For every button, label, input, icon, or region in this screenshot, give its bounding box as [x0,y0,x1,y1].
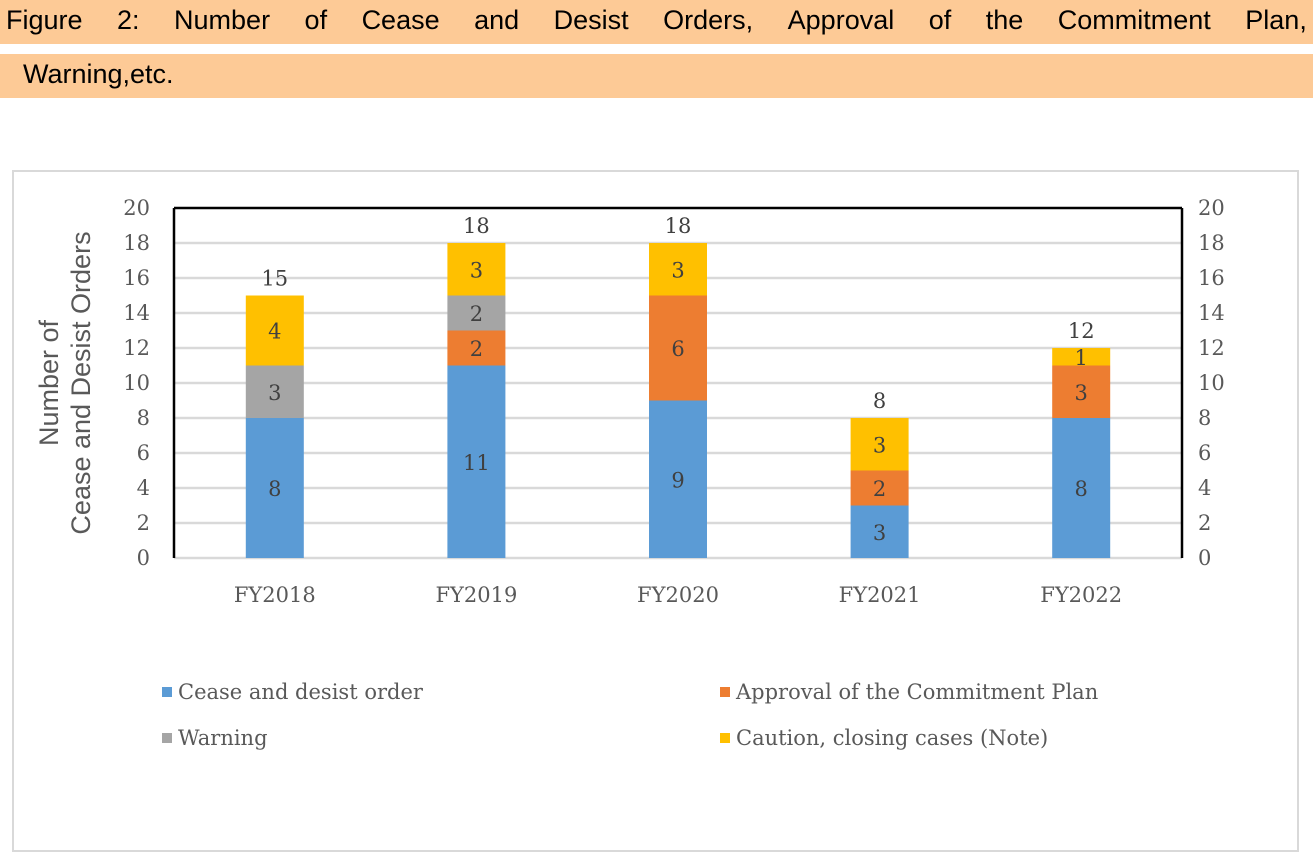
segment-value-label: 8 [1075,477,1088,501]
bar-segment [245,365,304,418]
bar-segment [447,243,506,296]
caption-word: of [304,5,328,35]
legend-swatch [162,687,172,697]
x-category-label: FY2019 [435,583,517,607]
y-tick-label-left: 8 [137,406,150,430]
bar-segment [649,243,707,296]
figure-caption-line-2: Warning,etc. [0,54,1313,98]
total-value-label: 15 [261,267,288,291]
y-tick-label-left: 0 [137,546,150,570]
bar-segment [850,470,909,506]
total-value-label: 18 [665,214,692,238]
segment-value-label: 3 [268,381,281,405]
caption-word: Commitment [1057,5,1211,35]
caption-word: Orders, [663,5,754,35]
y-axis-title: Number of [34,319,64,446]
y-tick-label-right: 4 [1198,476,1211,500]
y-tick-label-left: 4 [137,476,150,500]
legend-item: Caution, closing cases (Note) [720,726,1048,750]
y-axis-title: Cease and Desist Orders [66,231,96,534]
caption-word: of [928,5,952,35]
x-category-label: FY2022 [1040,583,1122,607]
legend-swatch [720,687,730,697]
bar-segment [1052,418,1111,558]
bar-segment [1052,365,1111,418]
segment-value-label: 3 [873,521,886,545]
bar-segment [850,505,909,558]
caption-word: the [985,5,1024,35]
caption-word: Cease [361,5,440,35]
legend-swatch [720,733,730,743]
segment-value-label: 1 [1075,346,1088,370]
caption-word: Plan, [1245,5,1307,35]
legend-label: Caution, closing cases (Note) [736,726,1049,750]
bar-segment [649,295,707,401]
y-tick-label-left: 10 [123,371,150,395]
segment-value-label: 11 [463,451,490,475]
total-value-label: 8 [873,389,886,413]
x-category-label: FY2020 [637,583,719,607]
y-tick-label-left: 12 [123,336,150,360]
y-tick-label-right: 16 [1198,266,1225,290]
caption-word: 2: [117,5,140,35]
segment-value-label: 4 [268,320,281,344]
y-tick-label-right: 18 [1198,231,1225,255]
y-tick-label-right: 6 [1198,441,1211,465]
bar-segment [850,418,909,471]
legend-item: Cease and desist order [162,680,423,704]
bar-segment [1052,348,1111,366]
bar-segment [649,400,707,558]
y-tick-label-left: 16 [123,266,150,290]
bar-segment [245,295,304,366]
segment-value-label: 9 [671,468,684,492]
y-tick-label-right: 0 [1198,546,1211,570]
caption-word: Desist [553,5,629,35]
bar-segment [447,365,506,558]
y-tick-label-right: 10 [1198,371,1225,395]
segment-value-label: 3 [470,258,483,282]
legend-swatch [162,733,172,743]
caption-word: Approval [787,5,895,35]
y-tick-label-left: 2 [137,511,150,535]
segment-value-label: 8 [268,477,281,501]
y-tick-label-right: 20 [1198,196,1225,220]
y-tick-label-right: 12 [1198,336,1225,360]
segment-value-label: 2 [470,337,483,361]
bar-segment [447,330,506,366]
total-value-label: 18 [463,214,490,238]
bar-segment [245,418,304,558]
y-tick-label-left: 14 [123,301,150,325]
segment-value-label: 3 [671,258,684,282]
segment-value-label: 2 [470,302,483,326]
x-category-label: FY2018 [234,583,316,607]
segment-value-label: 6 [671,337,684,361]
y-tick-label-right: 8 [1198,406,1211,430]
bar-segment [447,295,506,331]
caption-word: Figure [6,5,83,35]
y-tick-label-right: 2 [1198,511,1211,535]
y-tick-label-right: 14 [1198,301,1225,325]
caption-word: and [474,5,520,35]
legend-item: Warning [162,726,268,750]
legend-item: Approval of the Commitment Plan [720,680,1098,704]
segment-value-label: 3 [873,433,886,457]
y-tick-label-left: 6 [137,441,150,465]
legend-label: Approval of the Commitment Plan [736,680,1099,704]
segment-value-label: 2 [873,477,886,501]
total-value-label: 12 [1068,319,1095,343]
segment-value-label: 3 [1075,381,1088,405]
y-tick-label-left: 18 [123,231,150,255]
figure-caption-line-1: Figure 2: Number of Cease and Desist Orders, App… [0,0,1313,44]
chart-frame: 0 0 2 2 4 4 6 6 8 8 10 10 12 12 14 14 16 16 18 18 20 20 Number… [12,170,1299,852]
y-tick-label-left: 20 [123,196,150,220]
legend-label: Cease and desist order [178,680,423,704]
x-category-label: FY2021 [839,583,921,607]
caption-word: Number [174,5,271,35]
legend-label: Warning [178,726,268,750]
